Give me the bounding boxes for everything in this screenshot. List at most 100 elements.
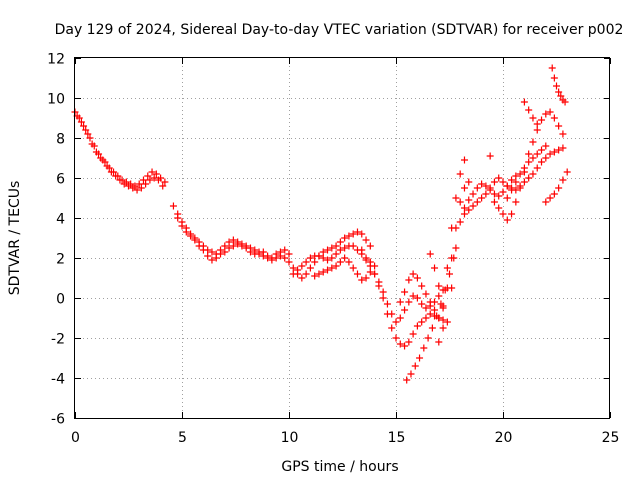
data-point: [178, 222, 186, 230]
data-point: [512, 178, 520, 186]
data-point: [298, 262, 306, 270]
data-point: [486, 184, 494, 192]
data-point: [407, 370, 415, 378]
data-point: [276, 252, 284, 260]
data-point: [465, 196, 473, 204]
data-point: [533, 164, 541, 172]
data-point: [150, 174, 158, 182]
data-point: [441, 286, 449, 294]
data-point: [251, 246, 259, 254]
data-point: [538, 158, 546, 166]
data-point: [542, 110, 550, 118]
data-point: [409, 330, 417, 338]
data-point: [503, 216, 511, 224]
data-point: [529, 170, 537, 178]
data-point: [533, 120, 541, 128]
data-point: [499, 178, 507, 186]
data-point: [358, 230, 366, 238]
data-point: [281, 246, 289, 254]
data-point: [403, 376, 411, 384]
data-point: [559, 176, 567, 184]
data-point: [195, 238, 203, 246]
data-point: [490, 178, 498, 186]
data-point: [538, 146, 546, 154]
data-point: [208, 248, 216, 256]
data-point: [137, 184, 145, 192]
data-point: [221, 242, 229, 250]
data-point: [336, 246, 344, 254]
y-tick-label: 12: [47, 52, 65, 68]
data-point: [546, 108, 554, 116]
data-point: [80, 122, 88, 130]
data-point: [349, 264, 357, 272]
data-point: [439, 304, 447, 312]
data-point: [411, 362, 419, 370]
data-point: [405, 276, 413, 284]
data-point: [435, 338, 443, 346]
data-point: [525, 106, 533, 114]
data-point: [328, 244, 336, 252]
data-point: [84, 130, 92, 138]
data-point: [460, 204, 468, 212]
data-point: [174, 214, 182, 222]
data-point: [324, 256, 332, 264]
data-point: [116, 176, 124, 184]
x-tick-labels: 0 5 10 15 20 25: [71, 430, 619, 446]
data-point: [396, 340, 404, 348]
data-point: [95, 150, 103, 158]
data-points: [71, 64, 571, 384]
data-point: [448, 224, 456, 232]
data-point: [388, 324, 396, 332]
data-point: [259, 252, 267, 260]
data-point: [298, 274, 306, 282]
data-point: [294, 266, 302, 274]
data-point: [443, 264, 451, 272]
data-point: [431, 264, 439, 272]
data-point: [478, 194, 486, 202]
data-point: [358, 276, 366, 284]
y-tick-label: 6: [56, 172, 65, 188]
data-point: [508, 176, 516, 184]
y-tick-label: -6: [51, 412, 65, 428]
data-point: [392, 334, 400, 342]
data-point: [529, 138, 537, 146]
data-point: [225, 244, 233, 252]
data-point: [439, 324, 447, 332]
data-point: [503, 182, 511, 190]
data-point: [478, 180, 486, 188]
data-point: [392, 318, 400, 326]
data-point: [125, 182, 132, 190]
x-axis-label: GPS time / hours: [281, 459, 398, 475]
data-point: [469, 190, 477, 198]
data-point: [439, 316, 447, 324]
data-point: [362, 236, 370, 244]
data-point: [520, 98, 528, 106]
data-point: [129, 184, 137, 192]
data-point: [306, 264, 314, 272]
data-point: [332, 250, 340, 258]
data-point: [401, 306, 409, 314]
data-point: [495, 192, 503, 200]
data-point: [103, 162, 111, 170]
data-point: [550, 74, 558, 82]
data-point: [281, 254, 289, 262]
data-point: [555, 184, 563, 192]
data-point: [495, 174, 503, 182]
data-point: [306, 254, 314, 262]
data-point: [285, 250, 293, 258]
data-point: [460, 184, 468, 192]
data-point: [448, 284, 456, 292]
data-point: [550, 148, 558, 156]
data-point: [191, 234, 199, 242]
data-point: [529, 114, 537, 122]
data-point: [315, 270, 323, 278]
data-point: [341, 254, 349, 262]
y-tick-label: -2: [51, 332, 65, 348]
data-point: [379, 294, 387, 302]
data-point: [311, 258, 319, 266]
data-point: [557, 92, 565, 100]
data-point: [161, 178, 169, 186]
data-point: [443, 318, 451, 326]
data-point: [456, 170, 464, 178]
data-point: [336, 258, 344, 266]
